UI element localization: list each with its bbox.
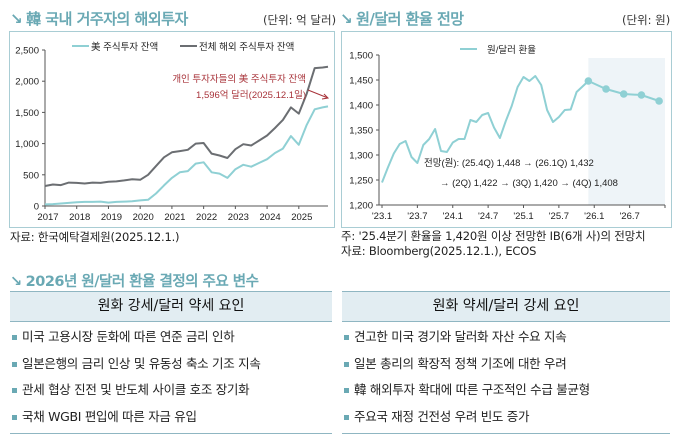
legend-label-total: 전체 해외 주식투자 잔액 [199, 41, 294, 53]
x-tick-label: 2022 [196, 212, 217, 223]
list-item-text: 주요국 재정 건전성 우려 빈도 증가 [354, 408, 530, 424]
x-tick-label: '26.1 [584, 211, 604, 222]
x-tick-label: 2019 [101, 212, 122, 223]
square-bullet-icon [344, 361, 349, 367]
annotation-line-1: 개인 투자자들의 美 주식투자 잔액 [172, 73, 306, 85]
y-tick-label: 500 [23, 170, 39, 181]
x-tick-label: '26.7 [619, 211, 639, 222]
forecast-annotation-line-2: → (2Q) 1,422 → (3Q) 1,420 → (4Q) 1,408 [440, 178, 618, 189]
x-tick-label: 2018 [69, 212, 90, 223]
square-bullet-icon [344, 335, 349, 340]
y-tick-label: 1,350 [349, 126, 373, 137]
x-tick-label: '23.1 [372, 211, 392, 222]
y-tick-label: 0 [34, 202, 39, 213]
x-tick-label: 2025 [291, 212, 312, 223]
list-item: 일본은행의 금리 인상 및 유동성 축소 기조 지속 [10, 351, 332, 378]
krw-usd-forecast-chart: 1,200 1,250 1,300 1,350 1,400 1,450 1,500 '23.1… [349, 44, 666, 222]
forecast-point-26.4Q [655, 97, 663, 105]
x-tick-label: '24.1 [443, 211, 463, 222]
y-tick-label: 1,300 [349, 151, 373, 162]
list-item-text: 국채 WGBI 편입에 따른 자금 유입 [22, 408, 197, 424]
list-item: 일본 총리의 확장적 정책 기조에 대한 우려 [342, 351, 670, 378]
table-header-krw-weakness: 원화 약세/달러 강세 요인 [342, 291, 670, 322]
right-chart-note: 주: '25.4분기 환율을 1,420원 이상 전망한 IB(6개 사)의 전… [341, 229, 646, 243]
list-item-text: 관세 협상 진전 및 반도체 사이클 호조 장기화 [22, 382, 250, 397]
forecast-point-26.1Q [602, 85, 610, 93]
list-item: 국채 WGBI 편입에 따른 자금 유입 [10, 404, 332, 431]
square-bullet-icon [12, 335, 17, 340]
x-tick-label: '23.7 [407, 211, 427, 222]
list-item: 미국 고용시장 둔화에 따른 연준 금리 인하 [10, 324, 332, 351]
table-bottom-rule [342, 433, 670, 434]
left-chart-source: 자료: 한국예탁결제원(2025.12.1.) [10, 230, 180, 244]
list-item: 관세 협상 진전 및 반도체 사이클 호조 장기화 [10, 377, 332, 404]
list-item: 주요국 재정 건전성 우려 빈도 증가 [342, 404, 670, 431]
table-header-krw-strength: 원화 강세/달러 약세 요인 [10, 291, 332, 322]
right-chart-title: ↘ 원/달러 환율 전망 [340, 8, 464, 29]
table-bottom-rule [10, 433, 332, 434]
list-item-text: 일본 총리의 확장적 정책 기조에 대한 우려 [354, 355, 567, 371]
x-tick-label: '25.1 [513, 211, 533, 222]
annotation-arrowhead-icon [321, 93, 330, 100]
krw-usd-historical-line [381, 75, 590, 183]
y-tick-label: 1,000 [15, 139, 39, 150]
square-bullet-icon [344, 388, 349, 393]
left-chart-title: ↘ 韓 국내 거주자의 해외투자 [10, 8, 188, 29]
list-item-text: 韓 해외투자 확대에 따른 구조적인 수급 불균형 [354, 382, 590, 397]
y-tick-label: 1,250 [349, 176, 373, 187]
y-tick-label: 1,500 [15, 108, 39, 119]
arrow-down-right-icon: ↘ [340, 10, 353, 28]
annotation-arrow [307, 89, 329, 99]
overseas-investment-chart: 0 500 1,000 1,500 2,000 2,500 2017 2018 2019 2020… [15, 41, 330, 223]
forecast-shaded-region [588, 58, 665, 205]
x-tick-label: 2017 [37, 212, 58, 223]
list-item-text: 견고한 미국 경기와 달러화 자산 수요 지속 [354, 329, 567, 344]
square-bullet-icon [344, 414, 349, 420]
annotation-line-2: 1,596억 달러(2025.12.1일) [196, 89, 306, 101]
x-tick-label: 2020 [133, 212, 154, 223]
forecast-annotation-line-1: 전망(원): (25.4Q) 1,448 → (26.1Q) 1,432 [424, 158, 594, 169]
right-chart-title-text: 원/달러 환율 전망 [356, 10, 464, 28]
forecast-point-26.3Q [637, 91, 646, 99]
y-tick-label: 1,500 [349, 51, 373, 62]
left-chart-panel: 0 500 1,000 1,500 2,000 2,500 2017 2018 2019 2020… [9, 31, 335, 228]
right-chart-unit: (단위: 원) [622, 13, 671, 27]
left-chart-title-text: 韓 국내 거주자의 해외투자 [26, 10, 188, 28]
table-section-title: ↘ 2026년 원/달러 환율 결정의 주요 변수 [10, 270, 259, 291]
x-tick-label: 2021 [164, 212, 185, 223]
square-bullet-icon [12, 361, 17, 367]
right-chart-panel: 1,200 1,250 1,300 1,350 1,400 1,450 1,500 '23.1… [341, 31, 672, 228]
arrow-down-right-icon: ↘ [10, 10, 23, 28]
legend-label-krw-usd: 원/달러 환율 [487, 44, 536, 56]
x-tick-label: '24.7 [478, 211, 498, 222]
y-tick-label: 1,200 [349, 201, 373, 212]
square-bullet-icon [12, 388, 17, 393]
list-item-text: 미국 고용시장 둔화에 따른 연준 금리 인하 [22, 329, 235, 344]
table-column-krw-strength: 미국 고용시장 둔화에 따른 연준 금리 인하 일본은행의 금리 인상 및 유동… [10, 324, 332, 430]
list-item-text: 일본은행의 금리 인상 및 유동성 축소 기조 지속 [22, 355, 261, 371]
total-overseas-stock-balance-line [44, 65, 329, 187]
x-tick-label: 2023 [228, 212, 249, 223]
forecast-point-25.4Q [584, 77, 593, 85]
x-tick-label: '25.7 [549, 211, 569, 222]
forecast-point-26.2Q [619, 90, 628, 98]
right-chart-source: 자료: Bloomberg(2025.12.1.), ECOS [341, 244, 537, 258]
arrow-down-right-icon: ↘ [10, 274, 22, 290]
square-bullet-icon [12, 414, 17, 420]
us-stock-balance-line [44, 105, 329, 206]
y-tick-label: 2,500 [15, 46, 39, 57]
x-tick-label: 2024 [260, 212, 281, 223]
y-tick-label: 2,000 [15, 77, 39, 88]
list-item: 견고한 미국 경기와 달러화 자산 수요 지속 [342, 324, 670, 351]
left-chart-unit: (단위: 억 달러) [263, 13, 337, 27]
table-column-krw-weakness: 견고한 미국 경기와 달러화 자산 수요 지속 일본 총리의 확장적 정책 기조… [342, 324, 670, 430]
y-tick-label: 1,450 [349, 76, 373, 87]
y-tick-label: 1,400 [349, 101, 373, 112]
list-item: 韓 해외투자 확대에 따른 구조적인 수급 불균형 [342, 377, 670, 404]
table-section-title-text: 2026년 원/달러 환율 결정의 주요 변수 [25, 274, 259, 290]
legend-label-us-stock: 美 주식투자 잔액 [91, 41, 158, 53]
